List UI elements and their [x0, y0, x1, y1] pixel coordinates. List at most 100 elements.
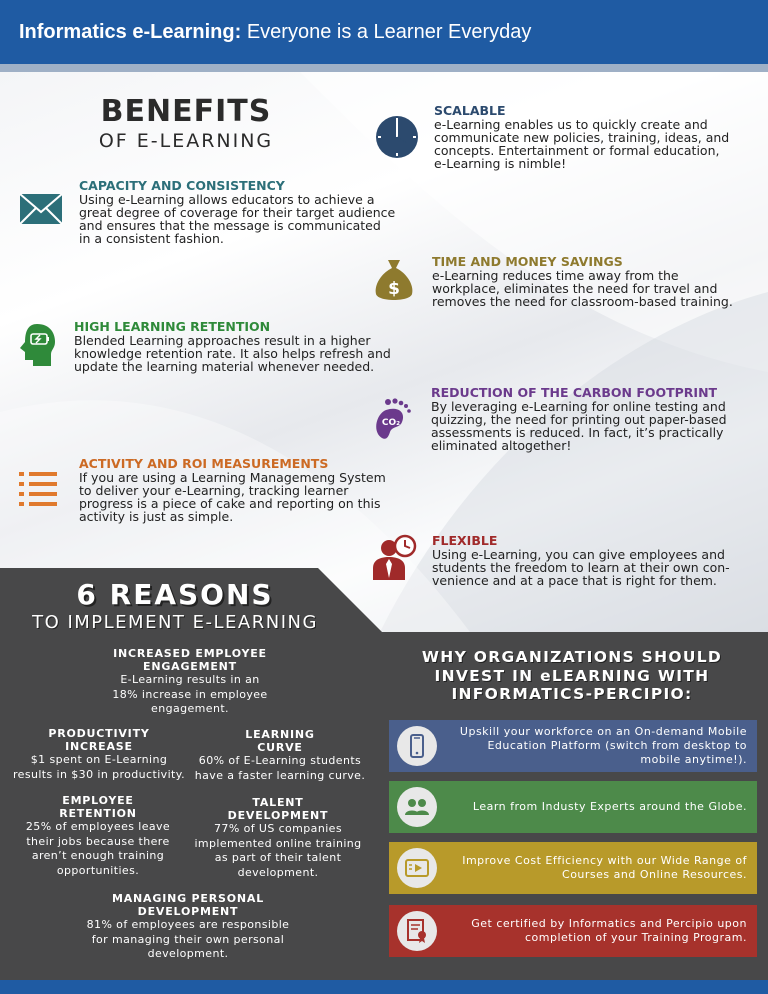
feature-title: CAPACITY AND CONSISTENCY: [79, 178, 285, 193]
header-brand: Informatics e-Learning:: [19, 21, 242, 43]
reason-text: 60% of E-Learning students have a faster …: [194, 754, 366, 782]
why-box-experts: Learn from Industy Experts around the Gl…: [389, 781, 757, 833]
feature-line: Using e-Learning, you can give employees…: [432, 547, 725, 562]
feature-line: assessments is reduced. In fact, it’s pr…: [431, 425, 724, 440]
reason-employee-retention: EMPLOYEE RETENTION 25% of employees leave…: [14, 794, 182, 878]
feature-line: students the freedom to learn at their o…: [432, 560, 730, 575]
feature-title: SCALABLE: [434, 103, 506, 118]
person-clock-icon: [373, 534, 417, 580]
why-box-certified: Get certified by Informatics and Percipi…: [389, 905, 757, 957]
reason-title: INCREASED EMPLOYEE ENGAGEMENT: [113, 647, 267, 673]
feature-line: e-Learning is nimble!: [434, 156, 567, 171]
feature-line: progress is a piece of cake and reportin…: [79, 496, 381, 511]
reasons-heading: 6 REASONS TO IMPLEMENT E-LEARNING: [0, 578, 350, 634]
feature-roi: ACTIVITY AND ROI MEASUREMENTS If you are…: [79, 456, 409, 524]
certificate-icon: [397, 911, 437, 951]
feature-text: Blended Learning approaches result in a …: [74, 334, 419, 373]
feature-text: Using e-Learning allows educators to ach…: [79, 193, 424, 245]
feature-line: venience and at a pace that is right for…: [432, 573, 717, 588]
footprint-co2-icon: CO₂: [376, 398, 411, 439]
feature-title: ACTIVITY AND ROI MEASUREMENTS: [79, 456, 329, 471]
reason-title: MANAGING PERSONAL DEVELOPMENT: [111, 892, 264, 918]
why-box-text: Upskill your workforce on an On-demand M…: [459, 725, 747, 766]
reasons-tab: [0, 568, 382, 632]
reason-talent-development: TALENT DEVELOPMENT 77% of US companies imp…: [188, 796, 368, 880]
video-course-icon: [397, 848, 437, 888]
feature-line: workplace, eliminates the need for trave…: [432, 281, 718, 296]
reason-productivity: PRODUCTIVITY INCREASE $1 spent on E-Learn…: [4, 727, 194, 782]
why-heading-line: INVEST IN eLEARNING WITH: [434, 666, 710, 685]
svg-text:CO₂: CO₂: [382, 418, 400, 428]
benefits-heading: BENEFITS OF E-LEARNING: [86, 95, 286, 153]
why-box-mobile: Upskill your workforce on an On-demand M…: [389, 720, 757, 772]
feature-line: e-Learning enables us to quickly create …: [434, 117, 708, 132]
page-header: Informatics e-Learning: Everyone is a Le…: [0, 0, 768, 64]
feature-title: TIME AND MONEY SAVINGS: [432, 254, 623, 269]
feature-line: Blended Learning approaches result in a …: [74, 333, 371, 348]
benefits-title-small: OF E-LEARNING: [98, 130, 274, 152]
footer-bar: [0, 980, 768, 994]
feature-time-money: TIME AND MONEY SAVINGS e-Learning reduce…: [432, 254, 762, 309]
feature-line: concepts. Entertainment or formal educat…: [434, 143, 720, 158]
feature-title: REDUCTION OF THE CARBON FOOTPRINT: [431, 385, 718, 400]
reason-text: E-Learning results in an 18% increase in …: [112, 673, 268, 715]
feature-text: e-Learning enables us to quickly create …: [434, 118, 764, 170]
reason-engagement: INCREASED EMPLOYEE ENGAGEMENT E-Learning …: [100, 647, 280, 717]
reason-text: 77% of US companies implemented online tr…: [194, 822, 362, 879]
feature-line: activity is just as simple.: [79, 509, 234, 524]
reason-text: $1 spent on E-Learning results in $30 in …: [13, 753, 185, 781]
feature-line: quizzing, the need for printing out pape…: [431, 412, 727, 427]
head-battery-icon: [20, 324, 55, 366]
benefits-section: [0, 72, 768, 632]
money-bag-icon: $: [375, 260, 413, 300]
reason-title: LEARNING CURVE: [245, 728, 315, 754]
header-tagline: Everyone is a Learner Everyday: [246, 21, 532, 43]
feature-scalable: SCALABLE e-Learning enables us to quickl…: [434, 103, 764, 171]
people-icon: [397, 787, 437, 827]
feature-line: and ensures that the message is communic…: [79, 218, 381, 233]
list-icon: [19, 472, 57, 506]
feature-flexible: FLEXIBLE Using e-Learning, you can give …: [432, 533, 764, 588]
feature-retention: HIGH LEARNING RETENTION Blended Learning…: [74, 319, 419, 374]
envelope-icon: [19, 193, 63, 225]
feature-text: e-Learning reduces time away from the wo…: [432, 269, 762, 308]
feature-line: If you are using a Learning Managemeng S…: [79, 470, 386, 485]
reason-personal-development: MANAGING PERSONAL DEVELOPMENT 81% of empl…: [78, 892, 298, 962]
feature-line: in a consistent fashion.: [79, 231, 224, 246]
reason-text: 25% of employees leave their jobs because…: [25, 820, 171, 877]
feature-text: By leveraging e-Learning for online test…: [431, 400, 761, 452]
feature-line: removes the need for classroom-based tra…: [432, 294, 733, 309]
feature-title: FLEXIBLE: [432, 533, 498, 548]
reason-learning-curve: LEARNING CURVE 60% of E-Learning students…: [190, 728, 370, 783]
header-divider: [0, 64, 768, 72]
feature-line: eliminated altogether!: [431, 438, 572, 453]
feature-line: Using e-Learning allows educators to ach…: [79, 192, 375, 207]
mobile-phone-icon: [397, 726, 437, 766]
benefits-title-big: BENEFITS: [100, 94, 272, 129]
feature-line: to deliver your e-Learning, tracking lea…: [79, 483, 349, 498]
why-heading-line: WHY ORGANIZATIONS SHOULD: [421, 648, 723, 666]
reason-title: EMPLOYEE RETENTION: [59, 794, 137, 820]
reason-text: 81% of employees are responsible for mana…: [86, 918, 290, 960]
feature-carbon: REDUCTION OF THE CARBON FOOTPRINT By lev…: [431, 385, 761, 453]
feature-line: communicate new policies, training, idea…: [434, 130, 730, 145]
feature-text: If you are using a Learning Managemeng S…: [79, 471, 409, 523]
reasons-title-small: TO IMPLEMENT E-LEARNING: [32, 612, 318, 633]
feature-line: great degree of coverage for their targe…: [79, 205, 396, 220]
why-heading-line: INFORMATICS-PERCIPIO:: [451, 685, 693, 703]
why-box-text: Get certified by Informatics and Percipi…: [471, 917, 747, 944]
feature-line: By leveraging e-Learning for online test…: [431, 399, 726, 414]
reason-title: PRODUCTIVITY INCREASE: [48, 727, 150, 753]
why-box-text: Learn from Industy Experts around the Gl…: [472, 800, 747, 813]
reason-title: TALENT DEVELOPMENT: [227, 796, 329, 822]
feature-title: HIGH LEARNING RETENTION: [74, 319, 271, 334]
why-heading: WHY ORGANIZATIONS SHOULD INVEST IN eLEAR…: [392, 648, 752, 704]
feature-line: knowledge retention rate. It also helps …: [74, 346, 391, 361]
why-box-cost: Improve Cost Efficiency with our Wide Ra…: [389, 842, 757, 894]
feature-line: e-Learning reduces time away from the: [432, 268, 679, 283]
reasons-title-big: 6 REASONS: [76, 578, 274, 611]
feature-line: update the learning material whenever ne…: [74, 359, 375, 374]
clock-icon: [376, 116, 418, 158]
svg-text:$: $: [388, 279, 400, 299]
why-box-text: Improve Cost Efficiency with our Wide Ra…: [462, 854, 747, 881]
